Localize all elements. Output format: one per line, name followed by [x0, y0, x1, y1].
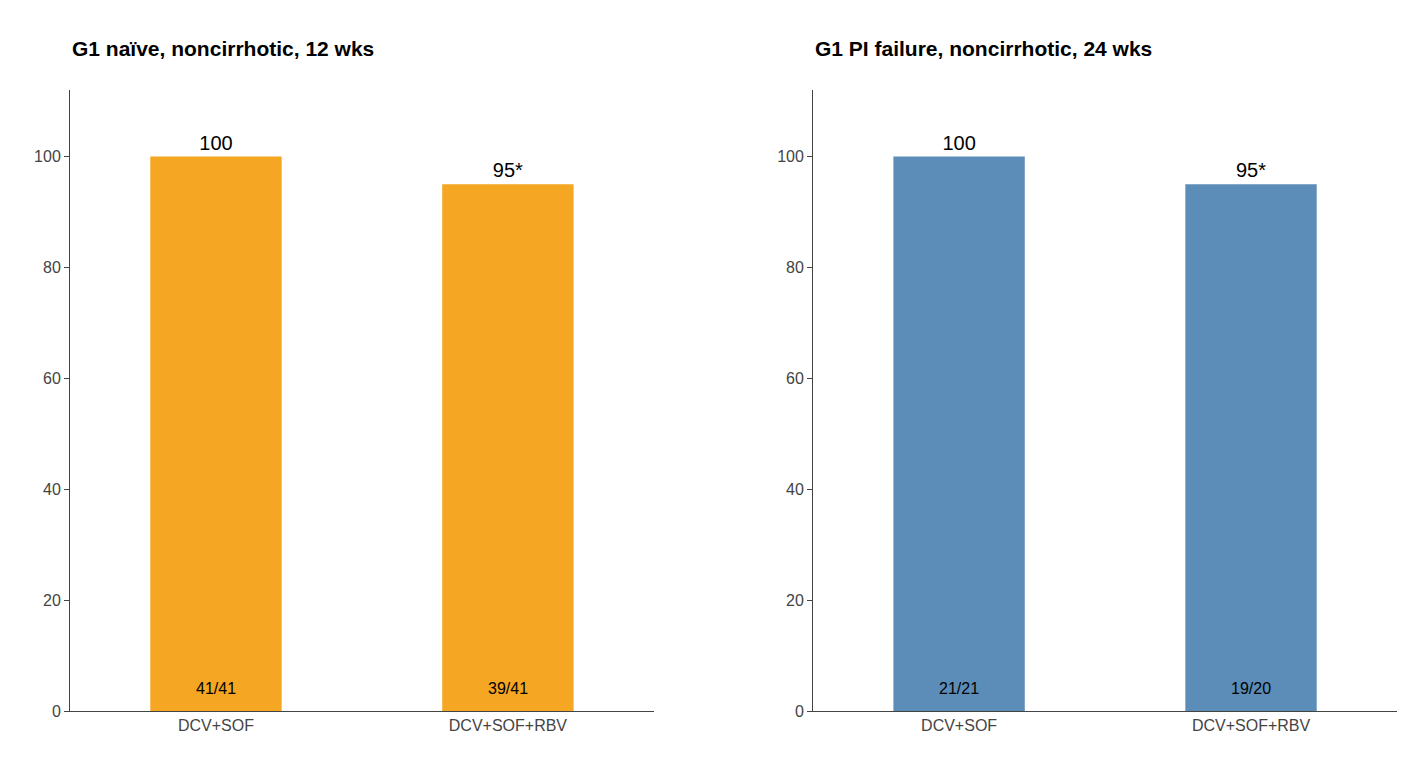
svg-text:0: 0: [795, 703, 804, 720]
svg-text:DCV+SOF+RBV: DCV+SOF+RBV: [1192, 717, 1311, 734]
svg-text:DCV+SOF+RBV: DCV+SOF+RBV: [449, 717, 568, 734]
svg-text:39/41: 39/41: [488, 680, 528, 697]
svg-text:100: 100: [942, 132, 975, 154]
svg-text:0: 0: [52, 703, 61, 720]
svg-text:DCV+SOF: DCV+SOF: [178, 717, 254, 734]
svg-text:G1 naïve, noncirrhotic, 12 wks: G1 naïve, noncirrhotic, 12 wks: [72, 37, 374, 60]
svg-text:80: 80: [43, 259, 61, 276]
svg-text:80: 80: [786, 259, 804, 276]
svg-text:41/41: 41/41: [196, 680, 236, 697]
svg-text:DCV+SOF: DCV+SOF: [921, 717, 997, 734]
svg-text:100: 100: [199, 132, 232, 154]
svg-text:95*: 95*: [1236, 159, 1266, 181]
svg-text:19/20: 19/20: [1231, 680, 1271, 697]
svg-text:60: 60: [43, 370, 61, 387]
svg-text:100: 100: [777, 148, 804, 165]
svg-text:40: 40: [786, 481, 804, 498]
svg-text:95*: 95*: [493, 159, 523, 181]
svg-text:20: 20: [43, 592, 61, 609]
svg-text:40: 40: [43, 481, 61, 498]
svg-text:20: 20: [786, 592, 804, 609]
svg-text:21/21: 21/21: [939, 680, 979, 697]
svg-text:G1 PI failure, noncirrhotic, 2: G1 PI failure, noncirrhotic, 24 wks: [815, 37, 1152, 60]
svg-text:100: 100: [34, 148, 61, 165]
svg-text:60: 60: [786, 370, 804, 387]
